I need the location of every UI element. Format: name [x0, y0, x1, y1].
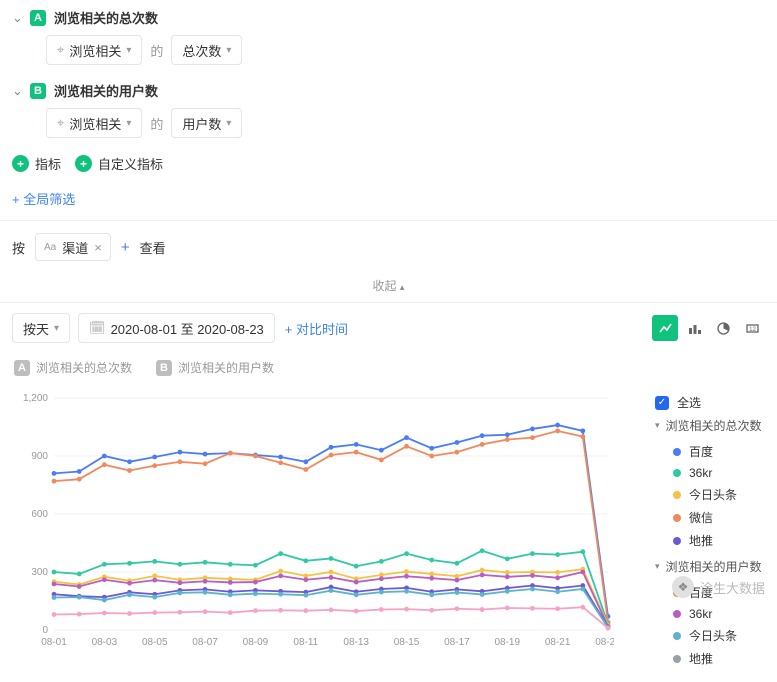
metric-badge: A	[30, 10, 46, 26]
svg-text:08-11: 08-11	[293, 637, 318, 648]
svg-text:12: 12	[749, 327, 756, 333]
view-label: 查看	[140, 238, 166, 257]
text-icon: Aa	[44, 242, 56, 253]
legend-group-header[interactable]: ▾浏览相关的用户数	[655, 558, 773, 575]
legend-color-dot	[673, 537, 681, 545]
legend-color-dot	[673, 589, 681, 597]
legend-item[interactable]: 36kr	[655, 463, 773, 483]
svg-text:300: 300	[31, 567, 48, 578]
chart-type-bar[interactable]	[681, 315, 707, 341]
svg-text:08-09: 08-09	[243, 637, 269, 648]
add-metric-label: 指标	[35, 154, 61, 173]
target-icon: ⌖	[57, 115, 64, 131]
chevron-down-icon: ▾	[655, 420, 660, 431]
legend-color-dot	[673, 491, 681, 499]
legend-item[interactable]: 微信	[655, 506, 773, 529]
svg-text:08-15: 08-15	[394, 637, 420, 648]
chevron-down-icon[interactable]: ⌄	[12, 10, 22, 26]
legend-item[interactable]: 今日头条	[655, 483, 773, 506]
legend-item[interactable]: 百度	[655, 581, 773, 604]
agg-select[interactable]: 用户数▾	[171, 108, 242, 138]
svg-text:08-03: 08-03	[92, 637, 118, 648]
legend-item[interactable]: 36kr	[655, 604, 773, 624]
global-filter-link[interactable]: + 全局筛选	[12, 192, 75, 207]
chevron-down-icon: ▾	[655, 561, 660, 572]
groupby-tag[interactable]: Aa 渠道 ×	[35, 233, 111, 261]
compare-time-link[interactable]: + 对比时间	[285, 319, 348, 338]
event-select[interactable]: ⌖浏览相关▾	[46, 35, 142, 65]
legend-group-header[interactable]: ▾浏览相关的总次数	[655, 417, 773, 434]
metric-title: 浏览相关的总次数	[54, 8, 158, 27]
svg-text:08-23: 08-23	[595, 637, 614, 648]
svg-text:600: 600	[31, 509, 48, 520]
chart-type-line[interactable]	[652, 315, 678, 341]
legend-item[interactable]: 地推	[655, 647, 773, 670]
legend-item[interactable]: 地推	[655, 529, 773, 552]
legend-color-dot	[673, 632, 681, 640]
svg-text:1,200: 1,200	[23, 393, 48, 404]
select-all-checkbox[interactable]: ✓	[655, 396, 669, 410]
add-metric-button[interactable]: +	[12, 155, 29, 172]
daterange-picker[interactable]: 🗓2020-08-01 至 2020-08-23	[78, 313, 275, 343]
chart-plot: 0 300 600 900 1,200 08-01 08-03 08-05 08-07 08-09…	[14, 390, 643, 660]
chart-type-number[interactable]: 12	[739, 315, 765, 341]
legend-item[interactable]: 今日头条	[655, 624, 773, 647]
by-label: 按	[12, 238, 25, 257]
svg-text:08-01: 08-01	[41, 637, 67, 648]
chevron-down-icon: ▾	[54, 323, 59, 334]
svg-text:08-07: 08-07	[192, 637, 218, 648]
add-custom-label: 自定义指标	[98, 154, 163, 173]
metric-title: 浏览相关的用户数	[54, 81, 158, 100]
granularity-select[interactable]: 按天▾	[12, 313, 70, 343]
svg-text:900: 900	[31, 451, 48, 462]
event-select[interactable]: ⌖浏览相关▾	[46, 108, 142, 138]
chart-type-pie[interactable]	[710, 315, 736, 341]
svg-text:08-19: 08-19	[494, 637, 520, 648]
remove-tag-icon[interactable]: ×	[94, 240, 102, 255]
target-icon: ⌖	[57, 42, 64, 58]
chevron-down-icon[interactable]: ⌄	[12, 83, 22, 99]
add-groupby-button[interactable]: +	[121, 239, 130, 256]
legend-item[interactable]: 百度	[655, 440, 773, 463]
svg-text:08-17: 08-17	[444, 637, 470, 648]
svg-text:0: 0	[42, 625, 48, 636]
add-custom-metric-button[interactable]: +	[75, 155, 92, 172]
legend-color-dot	[673, 469, 681, 477]
calendar-icon: 🗓	[89, 320, 106, 336]
agg-select[interactable]: 总次数▾	[171, 35, 242, 65]
series-badge-b: B	[156, 360, 172, 376]
metric-badge: B	[30, 83, 46, 99]
legend-color-dot	[673, 448, 681, 456]
collapse-toggle[interactable]: 收起 ▴	[0, 269, 777, 302]
legend-color-dot	[673, 610, 681, 618]
select-all-label: 全选	[677, 394, 701, 411]
svg-text:08-05: 08-05	[142, 637, 168, 648]
svg-text:08-21: 08-21	[545, 637, 571, 648]
series-badge-a: A	[14, 360, 30, 376]
legend-color-dot	[673, 655, 681, 663]
svg-text:08-13: 08-13	[343, 637, 369, 648]
legend-color-dot	[673, 514, 681, 522]
